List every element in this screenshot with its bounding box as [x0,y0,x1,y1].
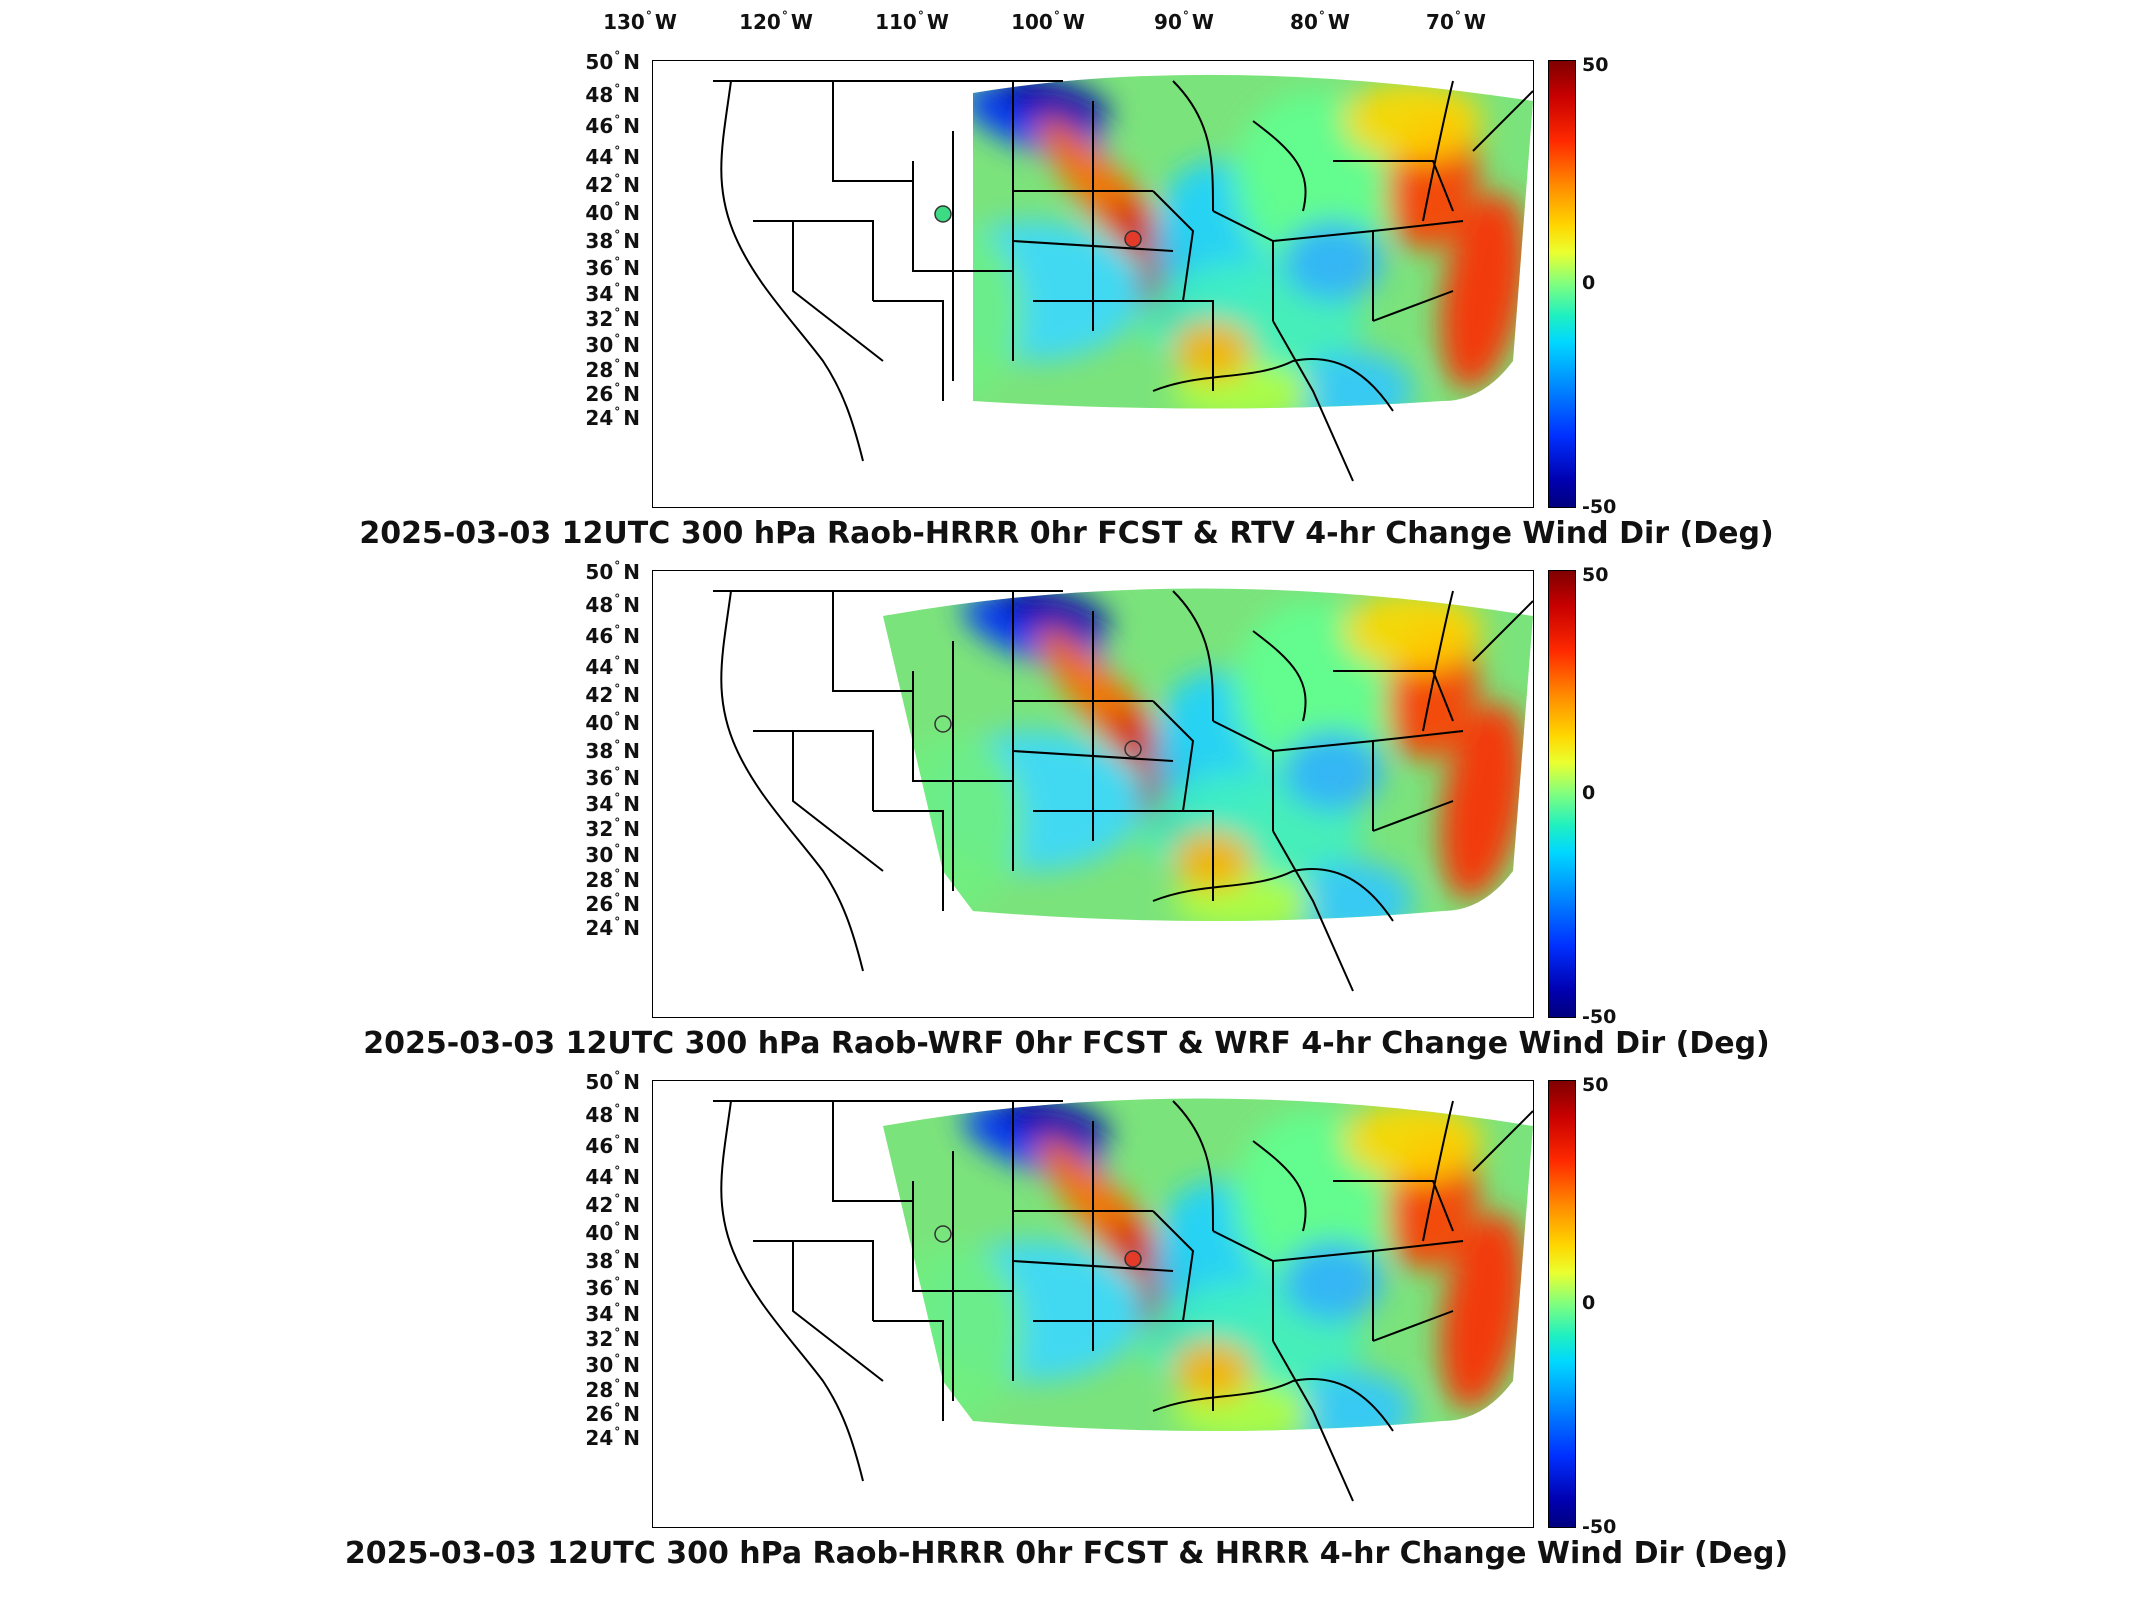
lat-tick: 24° N [585,915,640,940]
lat-tick: 34° N [585,791,640,816]
raob-station-marker [934,205,952,223]
lat-tick: 38° N [585,738,640,763]
panel-title: 2025-03-03 12UTC 300 hPa Raob-HRRR 0hr F… [344,1536,1789,1571]
state-boundaries [713,1100,1533,1502]
lat-tick: 32° N [585,306,640,331]
lat-tick: 48° N [585,592,640,617]
raob-station-marker [1124,230,1142,248]
lat-tick: 38° N [585,1248,640,1273]
wind-direction-map [713,1098,1533,1502]
longitude-axis: 130° W 120° W 110° W 100° W 90° W 80° W 70° W [0,0,2133,50]
lat-tick: 28° N [585,357,640,382]
colorbar [1548,570,1576,1018]
lon-tick: 100° W [1011,9,1085,34]
colorbar-mid-label: 0 [1582,782,1596,804]
lat-tick: 26° N [585,891,640,916]
colorbar-max-label: 50 [1582,54,1609,76]
lat-tick: 50° N [585,49,640,74]
lat-tick: 40° N [585,1220,640,1245]
lat-tick: 28° N [585,1377,640,1402]
wind-direction-map [713,74,1533,482]
colorbar-min-label: -50 [1582,1516,1617,1538]
lat-tick: 40° N [585,710,640,735]
colorbar-min-label: -50 [1582,496,1617,518]
lat-tick: 32° N [585,1326,640,1351]
lat-tick: 44° N [585,654,640,679]
lat-tick: 42° N [585,1192,640,1217]
colorbar-max-label: 50 [1582,1074,1609,1096]
lat-tick: 28° N [585,867,640,892]
lat-tick: 30° N [585,842,640,867]
lat-tick: 50° N [585,1069,640,1094]
lat-tick: 48° N [585,1102,640,1127]
lat-tick: 36° N [585,1275,640,1300]
lat-tick: 36° N [585,255,640,280]
lat-tick: 46° N [585,1133,640,1158]
lat-tick: 34° N [585,1301,640,1326]
map-plot-area [652,1080,1534,1528]
lat-tick: 46° N [585,113,640,138]
map-plot-area [652,570,1534,1018]
map-panel-2: 50° N 48° N 46° N 44° N 42° N 40° N 38° N 36° N 34° N 32° N… [0,559,2133,1080]
colorbar [1548,1080,1576,1528]
raob-station-marker [934,715,952,733]
lon-tick: 90° W [1154,9,1214,34]
panel-title: 2025-03-03 12UTC 300 hPa Raob-HRRR 0hr F… [359,516,1774,551]
lon-tick: 80° W [1290,9,1350,34]
colorbar-min-label: -50 [1582,1006,1617,1028]
raob-station-marker [1124,1250,1142,1268]
lat-tick: 30° N [585,332,640,357]
lat-tick: 34° N [585,281,640,306]
lon-tick: 70° W [1426,9,1486,34]
lat-tick: 42° N [585,172,640,197]
state-boundaries [713,590,1533,992]
lat-tick: 46° N [585,623,640,648]
lat-tick: 24° N [585,405,640,430]
lat-tick: 50° N [585,559,640,584]
colorbar-mid-label: 0 [1582,272,1596,294]
lat-tick: 48° N [585,82,640,107]
lat-tick: 44° N [585,144,640,169]
lon-tick: 110° W [875,9,949,34]
panel-title: 2025-03-03 12UTC 300 hPa Raob-WRF 0hr FC… [363,1026,1770,1061]
colorbar-mid-label: 0 [1582,1292,1596,1314]
lat-tick: 44° N [585,1164,640,1189]
lat-tick: 36° N [585,765,640,790]
lat-tick: 38° N [585,228,640,253]
map-panel-3: 50° N 48° N 46° N 44° N 42° N 40° N 38° N 36° N 34° N 32° N… [0,1069,2133,1590]
wind-field [973,74,1533,409]
map-panel-1: 50° N 48° N 46° N 44° N 42° N 40° N 38° N 36° N 34° N 32° N… [0,49,2133,570]
raob-station-marker [934,1225,952,1243]
state-boundaries [713,80,1533,482]
lon-tick: 120° W [739,9,813,34]
raob-station-marker [1124,740,1142,758]
lon-tick: 130° W [603,9,677,34]
map-plot-area [652,60,1534,508]
lat-tick: 24° N [585,1425,640,1450]
lat-tick: 26° N [585,1401,640,1426]
wind-field [883,1098,1533,1431]
lat-tick: 26° N [585,381,640,406]
lat-tick: 42° N [585,682,640,707]
wind-direction-map [713,588,1533,992]
lat-tick: 40° N [585,200,640,225]
lat-tick: 30° N [585,1352,640,1377]
colorbar [1548,60,1576,508]
lat-tick: 32° N [585,816,640,841]
colorbar-max-label: 50 [1582,564,1609,586]
